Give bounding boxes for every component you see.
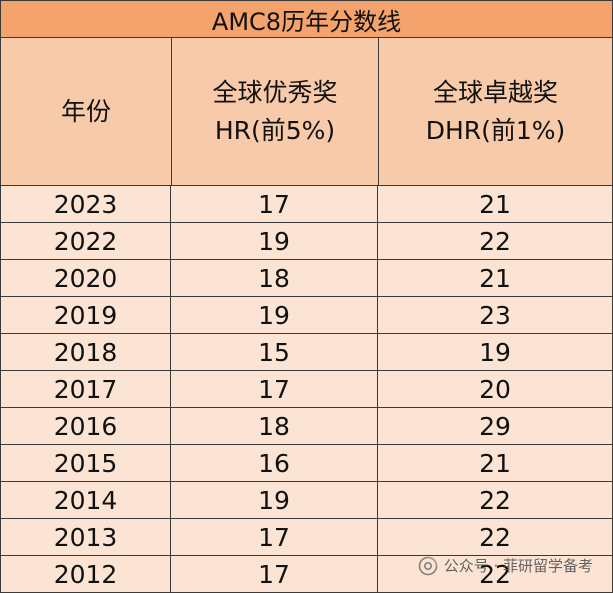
watermark-text: 公众号 · 菲研留学备考: [443, 557, 593, 575]
hr-cell: 17: [171, 371, 378, 407]
hr-cell: 17: [171, 519, 378, 555]
year-cell: 2016: [1, 408, 171, 444]
year-cell: 2015: [1, 445, 171, 481]
dhr-cell: 29: [479, 411, 511, 441]
table-row: 2016 18 29: [0, 408, 613, 445]
table-header: 年份 全球优秀奖 HR(前5%) 全球卓越奖 DHR(前1%): [0, 37, 613, 186]
hr-cell: 16: [171, 445, 378, 481]
table-row: 2015 16 21: [0, 445, 613, 482]
watermark: 公众号 · 菲研留学备考: [418, 555, 593, 576]
table-title: AMC8历年分数线: [0, 0, 613, 38]
year-cell: 2023: [1, 186, 171, 222]
dhr-cell: 20: [479, 374, 511, 404]
column-header-year-label: 年份: [60, 96, 111, 126]
dhr-cell: 22: [479, 226, 511, 256]
column-header-hr-line2: HR(前5%): [214, 115, 336, 145]
year-cell: 2018: [1, 334, 171, 370]
year-cell: 2012: [1, 556, 171, 592]
table-body: 2023 17 21 2022 19 22 2020 18 21 2019 19…: [0, 186, 613, 593]
wechat-official-account-icon: [418, 556, 437, 575]
hr-cell: 15: [171, 334, 378, 370]
dhr-cell: 22: [479, 559, 511, 589]
column-header-hr-line1: 全球优秀奖: [212, 77, 338, 107]
year-cell: 2013: [1, 519, 171, 555]
column-header-dhr: 全球卓越奖 DHR(前1%): [379, 38, 612, 185]
column-header-year: 年份: [1, 38, 172, 185]
year-cell: 2022: [1, 223, 171, 259]
hr-cell: 18: [171, 408, 378, 444]
hr-cell: 17: [171, 556, 378, 592]
column-header-dhr-line2: DHR(前1%): [425, 115, 566, 145]
hr-cell: 18: [171, 260, 378, 296]
table-row: 2022 19 22: [0, 223, 613, 260]
column-header-dhr-line1: 全球卓越奖: [432, 77, 558, 107]
dhr-cell: 21: [479, 263, 511, 293]
table-row: 2013 17 22: [0, 519, 613, 556]
table-row: 2020 18 21: [0, 260, 613, 297]
column-header-hr: 全球优秀奖 HR(前5%): [172, 38, 379, 185]
dhr-cell: 21: [479, 189, 511, 219]
hr-cell: 17: [171, 186, 378, 222]
year-cell: 2014: [1, 482, 171, 518]
dhr-cell: 23: [479, 300, 511, 330]
table-row: 2012 17 22: [0, 556, 613, 593]
hr-cell: 19: [171, 297, 378, 333]
table-row: 2023 17 21: [0, 186, 613, 223]
table-row: 2019 19 23: [0, 297, 613, 334]
dhr-cell: 19: [479, 337, 511, 367]
dhr-cell: 22: [479, 522, 511, 552]
year-cell: 2019: [1, 297, 171, 333]
hr-cell: 19: [171, 223, 378, 259]
table-row: 2017 17 20: [0, 371, 613, 408]
table-row: 2014 19 22: [0, 482, 613, 519]
dhr-cell: 21: [479, 448, 511, 478]
year-cell: 2017: [1, 371, 171, 407]
dhr-cell: 22: [479, 485, 511, 515]
year-cell: 2020: [1, 260, 171, 296]
table-row: 2018 15 19: [0, 334, 613, 371]
hr-cell: 19: [171, 482, 378, 518]
